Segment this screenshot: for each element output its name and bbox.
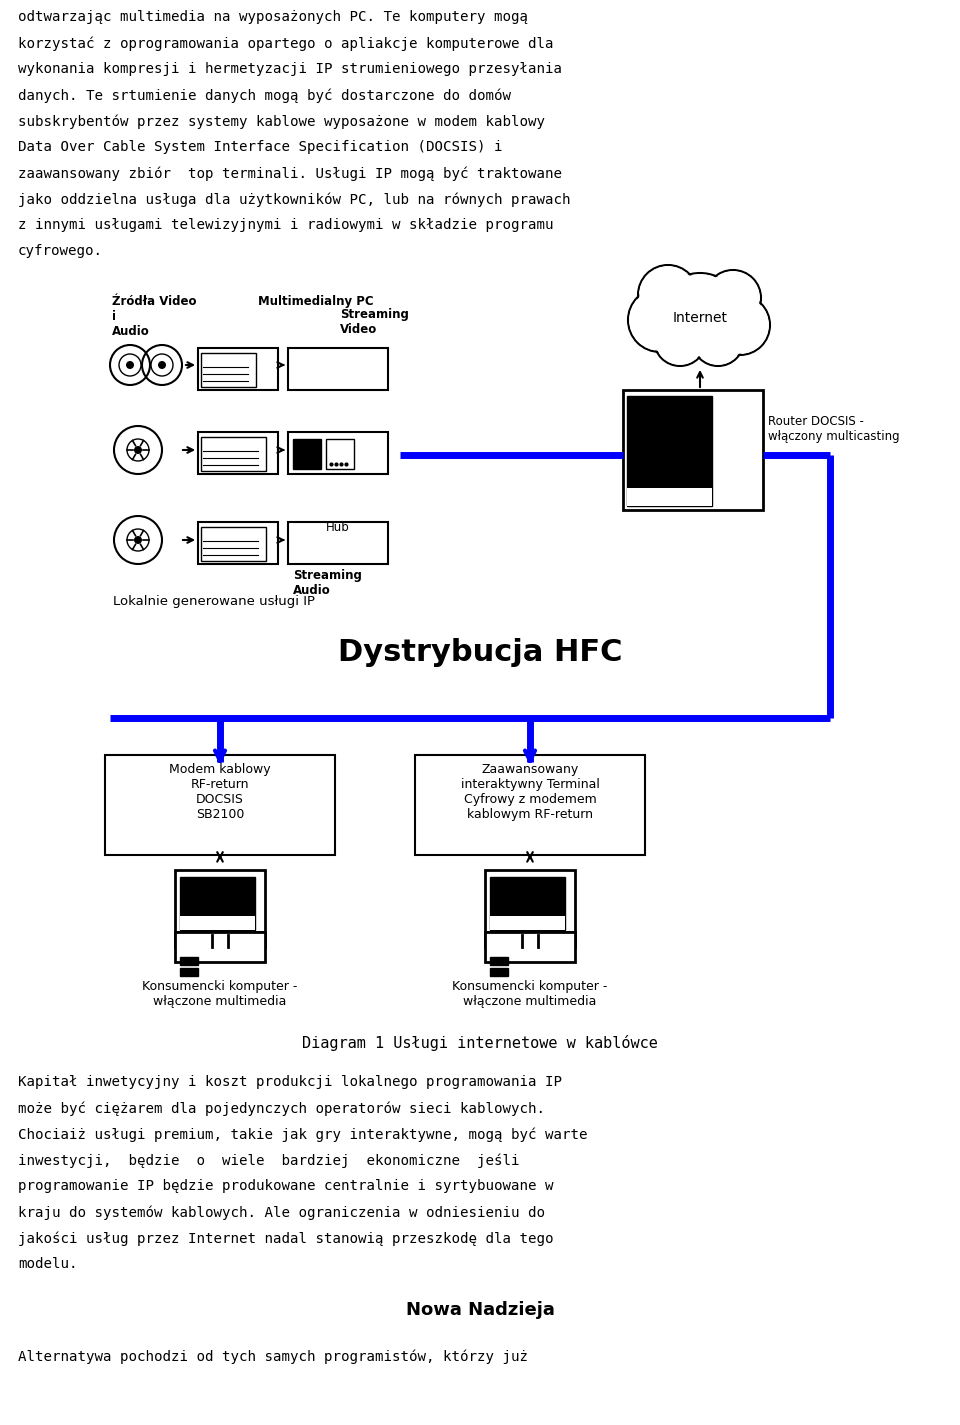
Text: Zaawansowany
interaktywny Terminal
Cyfrowy z modemem
kablowym RF-return: Zaawansowany interaktywny Terminal Cyfro… [461, 762, 599, 821]
FancyBboxPatch shape [198, 432, 278, 475]
Text: korzystać z oprogramowania opartego o apliakcje komputerowe dla: korzystać z oprogramowania opartego o ap… [18, 36, 554, 50]
Circle shape [134, 446, 142, 455]
Text: Internet: Internet [673, 311, 728, 325]
Text: danych. Te srtumienie danych mogą być dostarczone do domów: danych. Te srtumienie danych mogą być do… [18, 88, 511, 103]
Text: Hub: Hub [326, 522, 349, 534]
Text: Diagram 1 Usługi internetowe w kablówce: Diagram 1 Usługi internetowe w kablówce [302, 1035, 658, 1052]
Text: kraju do systemów kablowych. Ale ograniczenia w odniesieniu do: kraju do systemów kablowych. Ale ogranic… [18, 1206, 545, 1220]
Circle shape [707, 272, 759, 323]
Circle shape [705, 269, 761, 326]
Text: Źródła Video
i
Audio: Źródła Video i Audio [112, 295, 197, 338]
FancyBboxPatch shape [180, 876, 255, 931]
FancyBboxPatch shape [485, 871, 575, 935]
Circle shape [630, 291, 690, 351]
Text: Streaming
Video: Streaming Video [340, 308, 409, 336]
Circle shape [158, 361, 166, 369]
Circle shape [712, 296, 768, 353]
Text: odtwarzając multimedia na wyposażonych PC. Te komputery mogą: odtwarzając multimedia na wyposażonych P… [18, 10, 528, 24]
FancyBboxPatch shape [293, 439, 321, 469]
FancyBboxPatch shape [175, 932, 265, 962]
Circle shape [126, 361, 134, 369]
Text: Nowa Nadzieja: Nowa Nadzieja [405, 1301, 555, 1320]
FancyBboxPatch shape [201, 527, 266, 561]
Text: zaawansowany zbiór  top terminali. Usługi IP mogą być traktowane: zaawansowany zbiór top terminali. Usługi… [18, 165, 562, 181]
Circle shape [694, 316, 742, 363]
Circle shape [628, 288, 692, 352]
FancyBboxPatch shape [485, 932, 575, 948]
Text: Router DOCSIS -
włączony multicasting: Router DOCSIS - włączony multicasting [768, 415, 900, 443]
FancyBboxPatch shape [201, 353, 256, 388]
Text: Lokalnie generowane usługi IP: Lokalnie generowane usługi IP [113, 596, 315, 608]
Circle shape [638, 265, 698, 325]
FancyBboxPatch shape [180, 958, 198, 965]
Text: Dystrybucja HFC: Dystrybucja HFC [338, 638, 622, 667]
FancyBboxPatch shape [623, 390, 763, 510]
Text: Konsumencki komputer -
włączone multimedia: Konsumencki komputer - włączone multimed… [452, 980, 608, 1007]
FancyBboxPatch shape [288, 432, 388, 475]
Circle shape [654, 314, 706, 366]
Text: Multimedialny PC: Multimedialny PC [258, 295, 373, 308]
Text: Chociaiż usługi premium, takie jak gry interaktywne, mogą być warte: Chociaiż usługi premium, takie jak gry i… [18, 1127, 588, 1141]
Text: Konsumencki komputer -
włączone multimedia: Konsumencki komputer - włączone multimed… [142, 980, 298, 1007]
Circle shape [660, 275, 740, 355]
FancyBboxPatch shape [201, 437, 266, 472]
Text: subskrybentów przez systemy kablowe wyposażone w modem kablowy: subskrybentów przez systemy kablowe wypo… [18, 114, 545, 128]
FancyBboxPatch shape [415, 755, 645, 855]
Text: Data Over Cable System Interface Specification (DOCSIS) i: Data Over Cable System Interface Specifi… [18, 140, 502, 154]
FancyBboxPatch shape [288, 348, 388, 390]
Circle shape [134, 536, 142, 544]
Circle shape [640, 266, 696, 323]
FancyBboxPatch shape [198, 348, 278, 390]
Text: inwestycji,  będzie  o  wiele  bardziej  ekonomiczne  jeśli: inwestycji, będzie o wiele bardziej ekon… [18, 1153, 519, 1167]
FancyBboxPatch shape [627, 487, 712, 506]
Text: wykonania kompresji i hermetyzacji IP strumieniowego przesyłania: wykonania kompresji i hermetyzacji IP st… [18, 63, 562, 76]
FancyBboxPatch shape [490, 958, 508, 965]
Text: Kapitał inwetycyjny i koszt produkcji lokalnego programowania IP: Kapitał inwetycyjny i koszt produkcji lo… [18, 1074, 562, 1089]
Circle shape [658, 274, 742, 358]
Text: Streaming
Audio: Streaming Audio [293, 569, 362, 597]
FancyBboxPatch shape [180, 916, 255, 931]
Text: programowanie IP będzie produkowane centralnie i syrtybuowane w: programowanie IP będzie produkowane cent… [18, 1178, 554, 1193]
FancyBboxPatch shape [175, 932, 265, 948]
Circle shape [710, 295, 770, 355]
FancyBboxPatch shape [105, 755, 335, 855]
FancyBboxPatch shape [490, 916, 565, 931]
FancyBboxPatch shape [627, 396, 712, 506]
Text: modelu.: modelu. [18, 1257, 78, 1271]
Text: Modem kablowy
RF-return
DOCSIS
SB2100: Modem kablowy RF-return DOCSIS SB2100 [169, 762, 271, 821]
FancyBboxPatch shape [490, 968, 508, 976]
FancyBboxPatch shape [490, 876, 565, 931]
FancyBboxPatch shape [326, 439, 354, 469]
FancyBboxPatch shape [485, 932, 575, 962]
Text: z innymi usługami telewizyjnymi i radiowymi w składzie programu: z innymi usługami telewizyjnymi i radiow… [18, 218, 554, 232]
FancyBboxPatch shape [198, 522, 278, 564]
Text: może być ciężarem dla pojedynczych operatorów sieci kablowych.: może być ciężarem dla pojedynczych opera… [18, 1102, 545, 1116]
Text: Alternatywa pochodzi od tych samych programistów, którzy już: Alternatywa pochodzi od tych samych prog… [18, 1349, 528, 1364]
Circle shape [692, 314, 744, 366]
Text: cyfrowego.: cyfrowego. [18, 244, 103, 258]
Text: jakości usług przez Internet nadal stanowią przeszkodę dla tego: jakości usług przez Internet nadal stano… [18, 1231, 554, 1245]
FancyBboxPatch shape [180, 968, 198, 976]
Text: jako oddzielna usługa dla użytkowników PC, lub na równych prawach: jako oddzielna usługa dla użytkowników P… [18, 192, 570, 207]
FancyBboxPatch shape [175, 871, 265, 935]
FancyBboxPatch shape [288, 522, 388, 564]
Circle shape [656, 316, 704, 363]
